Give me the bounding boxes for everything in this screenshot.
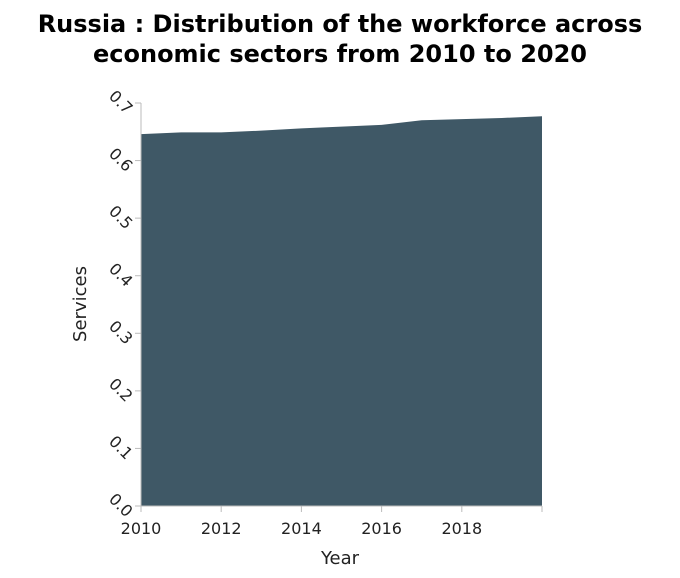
y-tick-label: 0.5 bbox=[105, 202, 136, 233]
x-tick-label: 2018 bbox=[441, 519, 482, 538]
y-tick-label: 0.4 bbox=[105, 259, 136, 290]
services-area bbox=[141, 116, 542, 507]
y-tick-label: 0.3 bbox=[105, 317, 136, 348]
chart-title-line-2: economic sectors from 2010 to 2020 bbox=[93, 40, 587, 68]
y-tick-label: 0.0 bbox=[105, 489, 136, 520]
y-tick-label: 0.1 bbox=[105, 432, 136, 463]
y-tick-label: 0.2 bbox=[105, 374, 136, 405]
y-tick-label: 0.6 bbox=[105, 144, 136, 175]
x-tick-label: 2012 bbox=[201, 519, 242, 538]
x-axis-label: Year bbox=[320, 548, 360, 569]
y-axis-label: Services bbox=[70, 266, 91, 342]
chart-title-line-1: Russia : Distribution of the workforce a… bbox=[38, 10, 643, 38]
x-tick-label: 2016 bbox=[361, 519, 402, 538]
x-tick-label: 2014 bbox=[281, 519, 322, 538]
y-tick-label: 0.7 bbox=[105, 86, 136, 117]
plot-area: 0.0 0.1 0.2 0.3 0.4 0.5 0.6 0.7 2010 2012 2014 2016… bbox=[105, 86, 543, 538]
x-tick-label: 2010 bbox=[121, 519, 162, 538]
